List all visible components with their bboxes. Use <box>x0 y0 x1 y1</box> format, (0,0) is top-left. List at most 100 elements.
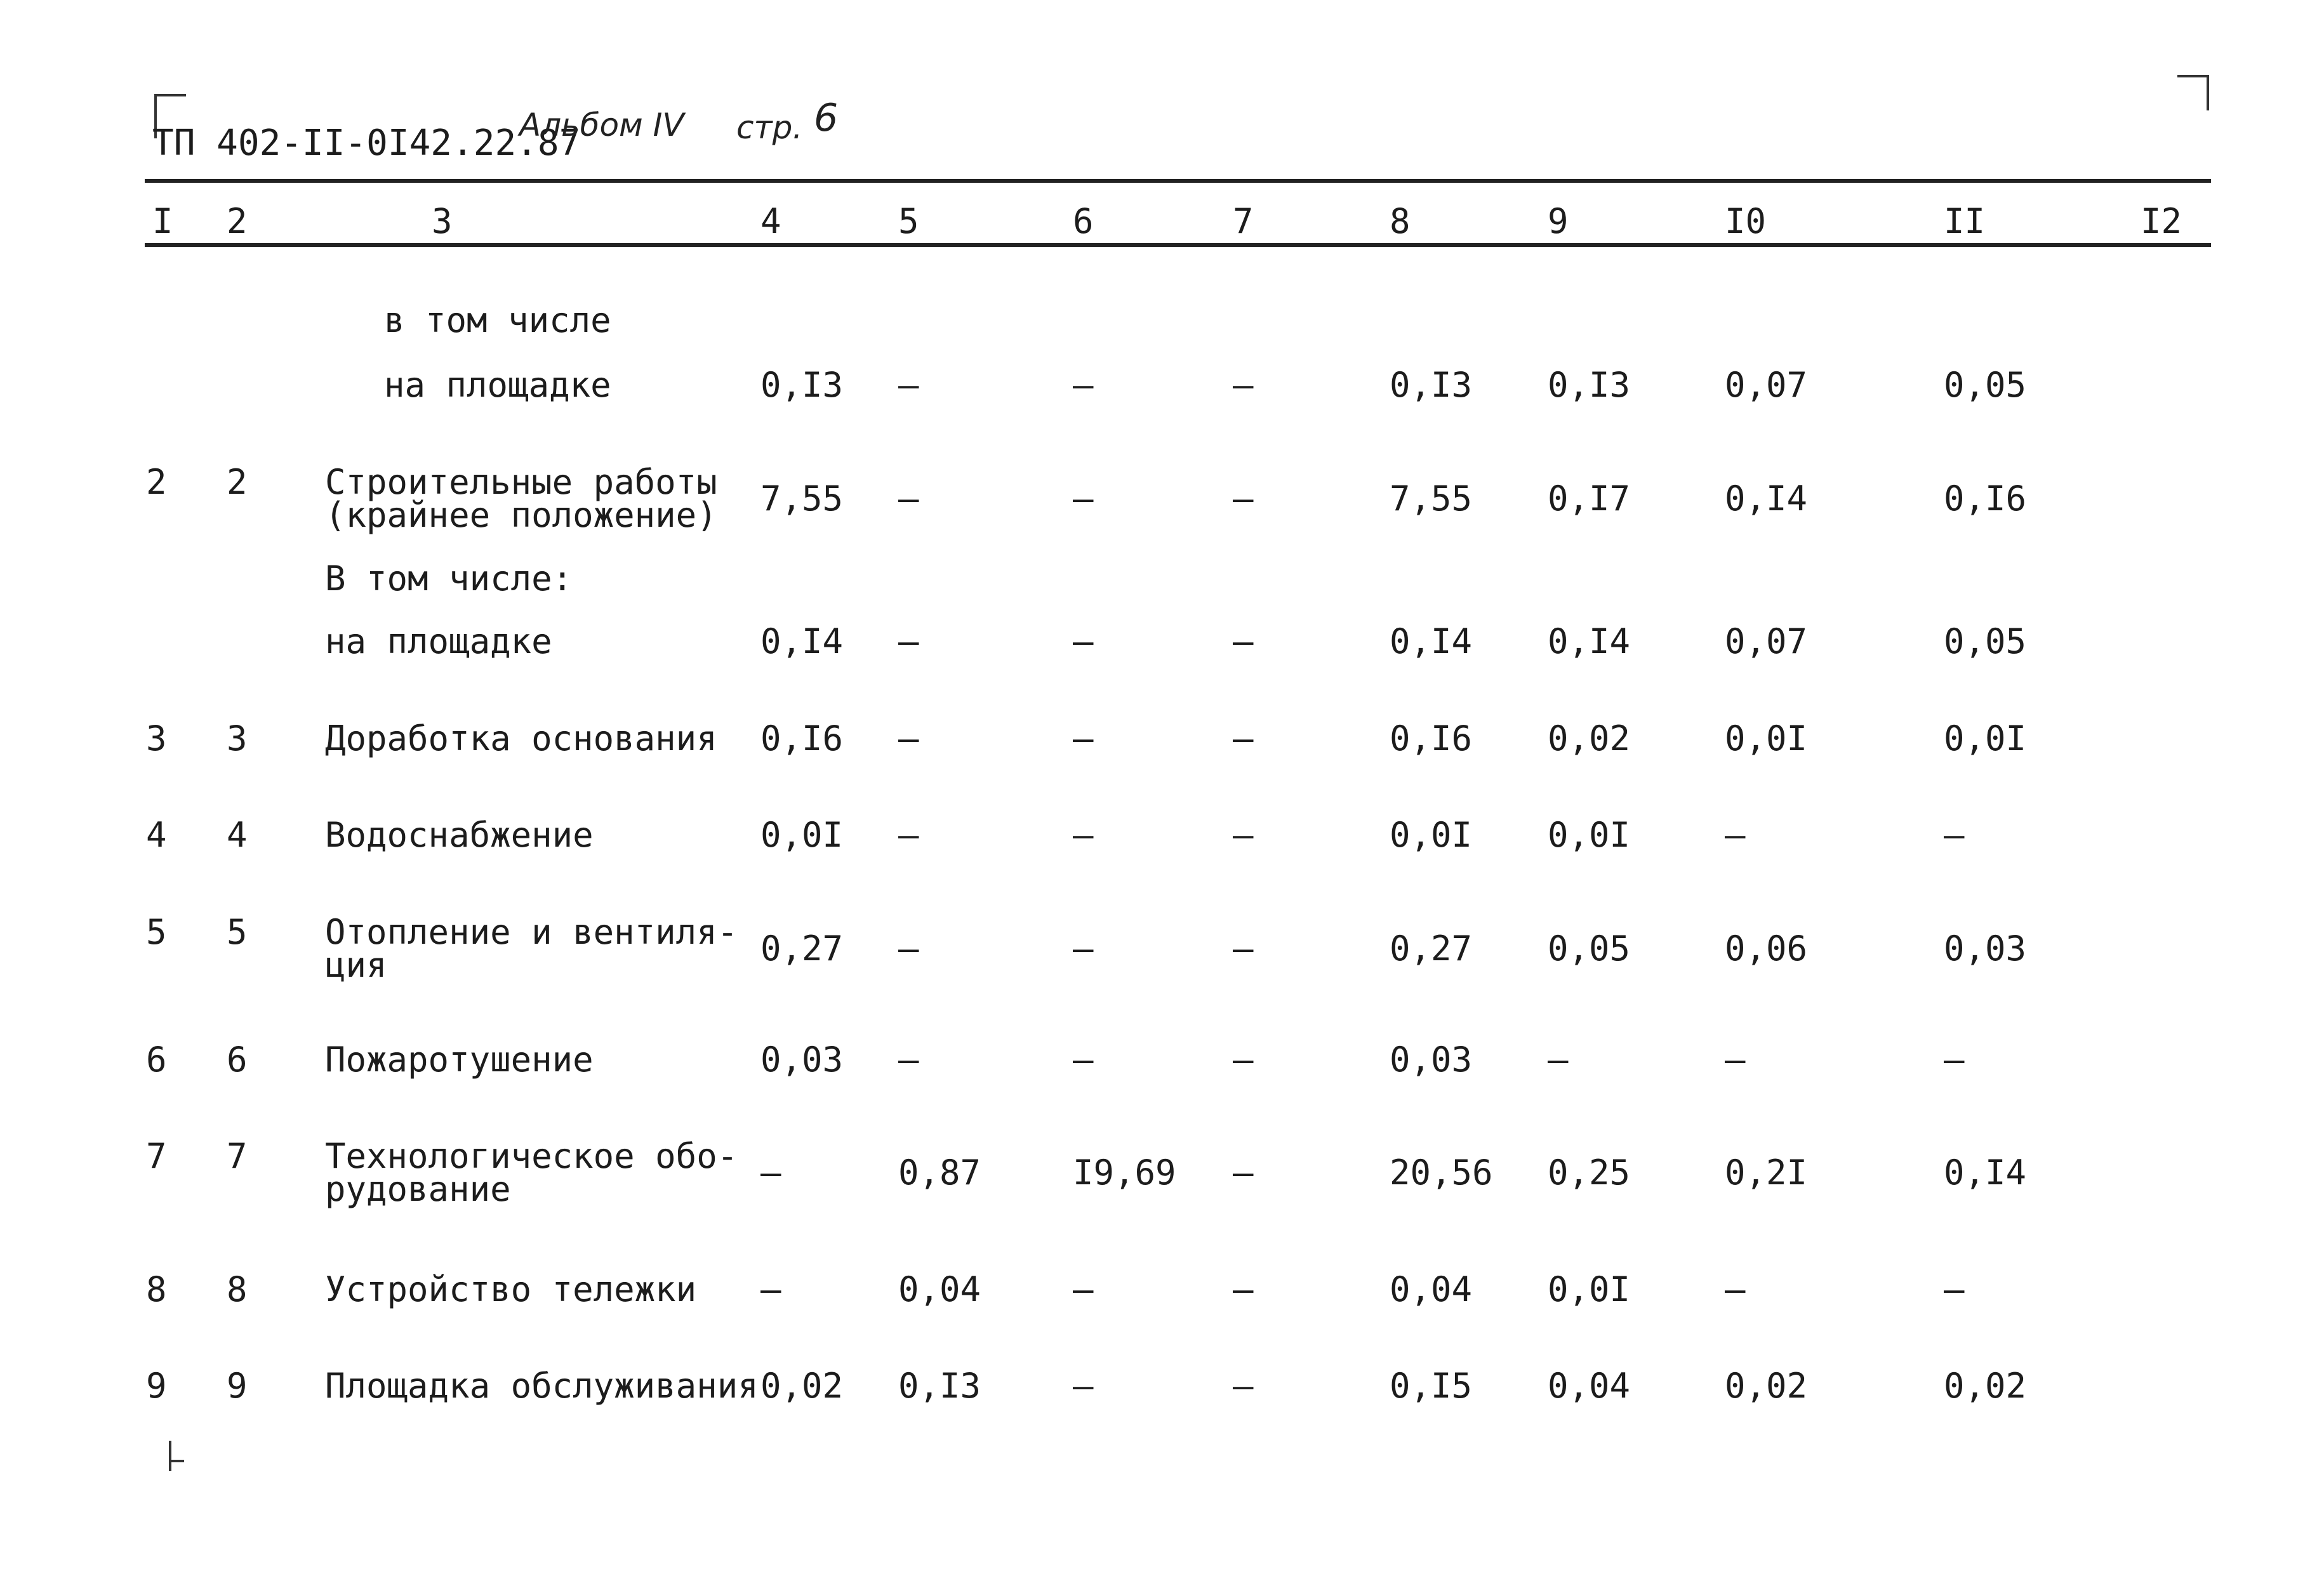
row-value-col-6: – <box>1073 365 1094 405</box>
row-position: 5 <box>227 912 248 952</box>
row-value-col-5: – <box>898 621 919 661</box>
row-value-col-10: 0,02 <box>1725 1366 1808 1406</box>
row-name: Доработка основания <box>325 718 717 758</box>
row-value-col-7: – <box>1233 365 1254 405</box>
row-value-col-4: 0,I3 <box>760 365 844 405</box>
corner-mark-top-right-bar <box>2177 75 2209 77</box>
row-number: 9 <box>146 1366 167 1406</box>
column-header-12: I2 <box>2141 201 2182 241</box>
row-value-col-11: 0,03 <box>1944 929 2027 969</box>
row-value-col-11: – <box>1944 1040 1965 1080</box>
row-name: Отопление и вентиля- <box>325 912 738 952</box>
column-header-5: 5 <box>898 201 919 241</box>
row-name: Пожаротушение <box>325 1040 594 1080</box>
page-number: 6 <box>814 96 839 140</box>
column-header-4: 4 <box>760 201 781 241</box>
row-value-col-5: – <box>898 929 919 969</box>
row-number: 7 <box>146 1136 167 1176</box>
row-value-col-7: – <box>1233 718 1254 758</box>
column-header-10: I0 <box>1725 201 1767 241</box>
document-code: ТП 402-II-0I42.22.87 <box>152 122 581 164</box>
column-header-8: 8 <box>1390 201 1411 241</box>
row-value-col-7: – <box>1233 815 1254 855</box>
row-value-col-4: – <box>760 1269 781 1309</box>
row-value-col-6: – <box>1073 1269 1094 1309</box>
row-value-col-4: – <box>760 1153 781 1193</box>
album-label: Альбом IV <box>519 107 684 143</box>
row-value-col-10: 0,0I <box>1725 718 1808 758</box>
row-value-col-8: 0,03 <box>1390 1040 1473 1080</box>
row-value-col-5: 0,87 <box>898 1153 981 1193</box>
column-header-9: 9 <box>1548 201 1569 241</box>
row-value-col-6: I9,69 <box>1073 1153 1176 1193</box>
column-header-6: 6 <box>1073 201 1094 241</box>
row-name: Водоснабжение <box>325 815 594 855</box>
column-header-3: 3 <box>432 201 453 241</box>
row-value-col-11: – <box>1944 815 1965 855</box>
row-value-col-11: 0,0I <box>1944 718 2027 758</box>
row-value-col-8: 0,I4 <box>1390 621 1473 661</box>
row-number: 3 <box>146 718 167 758</box>
row-value-col-9: 0,I3 <box>1548 365 1631 405</box>
row-value-col-7: – <box>1233 1153 1254 1193</box>
row-value-col-11: – <box>1944 1269 1965 1309</box>
header-rule <box>145 179 2211 183</box>
row-value-col-9: 0,0I <box>1548 1269 1631 1309</box>
row-value-col-8: 0,27 <box>1390 929 1473 969</box>
row-name: Строительные работы <box>325 462 717 502</box>
row-value-col-11: 0,05 <box>1944 365 2027 405</box>
row-value-col-8: 0,I5 <box>1390 1366 1473 1406</box>
row-value-col-9: – <box>1548 1040 1569 1080</box>
row-position: 3 <box>227 718 248 758</box>
row-value-col-10: 0,07 <box>1725 365 1808 405</box>
corner-mark-top-right <box>2207 75 2209 110</box>
row-value-col-11: 0,I6 <box>1944 479 2027 519</box>
row-value-col-8: 0,I6 <box>1390 718 1473 758</box>
row-value-col-4: 7,55 <box>760 479 844 519</box>
row-value-col-9: 0,02 <box>1548 718 1631 758</box>
row-value-col-10: – <box>1725 1040 1746 1080</box>
row-value-col-10: 0,07 <box>1725 621 1808 661</box>
row-value-col-6: – <box>1073 1040 1094 1080</box>
row-value-col-4: 0,27 <box>760 929 844 969</box>
row-position: 4 <box>227 815 248 855</box>
corner-mark-top-left-bar <box>154 94 186 96</box>
row-value-col-6: – <box>1073 1366 1094 1406</box>
row-value-col-7: – <box>1233 929 1254 969</box>
row-position: 7 <box>227 1136 248 1176</box>
row-name: Технологическое обо- <box>325 1136 738 1176</box>
column-header-2: 2 <box>227 201 248 241</box>
row-value-col-10: – <box>1725 1269 1746 1309</box>
corner-mark-bottom-left <box>169 1441 171 1471</box>
row-value-col-5: – <box>898 1040 919 1080</box>
row-value-col-8: 0,04 <box>1390 1269 1473 1309</box>
row-name: Устройство тележки <box>325 1269 697 1309</box>
row-name: на площадке <box>384 365 611 405</box>
row-value-col-11: 0,02 <box>1944 1366 2027 1406</box>
row-value-col-4: 0,03 <box>760 1040 844 1080</box>
row-value-col-8: 0,0I <box>1390 815 1473 855</box>
row-value-col-5: – <box>898 718 919 758</box>
row-value-col-7: – <box>1233 621 1254 661</box>
column-header-rule <box>145 243 2211 247</box>
row-number: 5 <box>146 912 167 952</box>
row-number: 2 <box>146 462 167 502</box>
row-value-col-4: 0,I4 <box>760 621 844 661</box>
row-name: в том числе <box>384 300 611 340</box>
row-name: Площадка обслуживания <box>325 1366 759 1406</box>
row-position: 8 <box>227 1269 248 1309</box>
row-value-col-7: – <box>1233 1269 1254 1309</box>
row-position: 9 <box>227 1366 248 1406</box>
corner-mark-bottom-left-bar <box>169 1460 184 1462</box>
row-value-col-5: – <box>898 365 919 405</box>
row-number: 6 <box>146 1040 167 1080</box>
row-value-col-8: 7,55 <box>1390 479 1473 519</box>
row-value-col-9: 0,04 <box>1548 1366 1631 1406</box>
row-name: на площадке <box>325 621 552 661</box>
row-value-col-6: – <box>1073 718 1094 758</box>
row-value-col-7: – <box>1233 479 1254 519</box>
row-value-col-8: 0,I3 <box>1390 365 1473 405</box>
column-header-11: II <box>1944 201 1986 241</box>
column-header-7: 7 <box>1233 201 1254 241</box>
